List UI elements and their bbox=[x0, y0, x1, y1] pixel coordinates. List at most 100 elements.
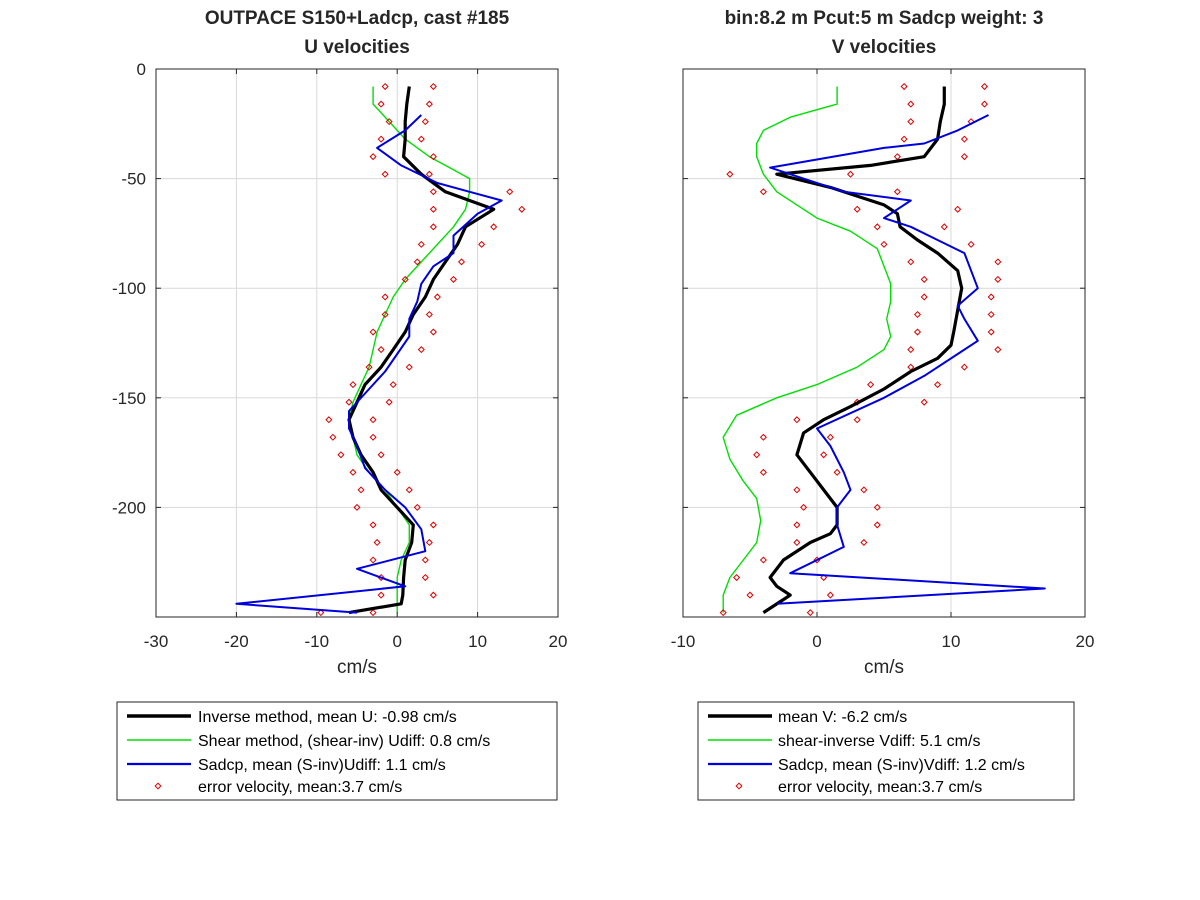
v-legend: mean V: -6.2 cm/s shear-inverse Vdiff: 5… bbox=[697, 701, 1075, 801]
v-error-velocity-marker bbox=[746, 591, 754, 599]
u-error-velocity-marker bbox=[478, 240, 486, 248]
v-legend-error-label: error velocity, mean:3.7 cm/s bbox=[778, 779, 982, 796]
v-error-velocity-marker bbox=[960, 153, 968, 161]
v-series-clip bbox=[719, 83, 1046, 617]
v-error-velocity-marker bbox=[873, 223, 881, 231]
v-sadcp-line bbox=[769, 114, 1046, 605]
u-velocity-panel: OUTPACE S150+Ladcp, cast #185 U velociti… bbox=[112, 8, 567, 678]
v-error-velocity-marker bbox=[907, 100, 915, 108]
v-error-velocity-marker bbox=[907, 118, 915, 126]
u-series-clip bbox=[235, 83, 526, 617]
v-axes-box bbox=[682, 68, 1086, 618]
v-error-velocity-marker bbox=[940, 223, 948, 231]
u-x-tick-label: 10 bbox=[468, 632, 487, 651]
u-error-velocity-marker bbox=[429, 205, 437, 213]
u-error-velocity-marker bbox=[425, 170, 433, 178]
v-x-tick-label: -10 bbox=[671, 632, 696, 651]
v-legend-shear-label: shear-inverse Vdiff: 5.1 cm/s bbox=[778, 733, 980, 750]
u-y-tick-label: -200 bbox=[112, 498, 146, 517]
u-error-velocity-marker bbox=[369, 153, 377, 161]
v-error-velocity-marker bbox=[920, 398, 928, 406]
u-error-velocity-marker bbox=[429, 591, 437, 599]
v-error-velocity-marker bbox=[759, 188, 767, 196]
u-y-tick-label: -150 bbox=[112, 389, 146, 408]
v-error-velocity-marker bbox=[880, 240, 888, 248]
u-error-velocity-marker bbox=[449, 275, 458, 283]
v-error-velocity-marker bbox=[759, 468, 767, 476]
u-y-tick-label: 0 bbox=[137, 60, 146, 79]
u-error-velocity-marker bbox=[457, 258, 466, 266]
v-series-layer bbox=[719, 83, 1046, 617]
v-x-tick-label: 20 bbox=[1076, 632, 1095, 651]
v-error-velocity-marker bbox=[846, 170, 855, 178]
u-error-velocity-marker bbox=[421, 556, 429, 564]
u-error-velocity-marker bbox=[329, 433, 337, 441]
v-error-velocity-marker bbox=[893, 153, 901, 161]
v-error-velocity-marker bbox=[853, 205, 861, 213]
v-error-velocity-marker bbox=[860, 486, 868, 494]
u-error-velocity-marker bbox=[385, 118, 393, 126]
v-error-velocity-marker bbox=[759, 556, 767, 564]
v-x-axis-label: cm/s bbox=[864, 657, 904, 678]
u-error-velocity-marker bbox=[506, 188, 514, 196]
u-error-velocity-marker bbox=[389, 381, 397, 389]
v-error-velocity-marker bbox=[980, 83, 989, 91]
u-legend-box bbox=[116, 701, 558, 801]
u-error-velocity-marker bbox=[518, 205, 526, 213]
u-error-velocity-marker bbox=[413, 503, 421, 511]
u-error-velocity-marker bbox=[349, 468, 357, 476]
u-error-velocity-marker bbox=[373, 538, 381, 547]
v-inverse-line bbox=[762, 86, 964, 614]
v-x-tick-label: 10 bbox=[942, 632, 961, 651]
v-error-velocity-marker bbox=[907, 346, 915, 354]
v-error-velocity-marker bbox=[793, 416, 801, 424]
u-x-tick-label: -30 bbox=[144, 632, 169, 651]
v-error-velocity-marker bbox=[893, 188, 901, 196]
v-error-velocity-marker bbox=[753, 451, 761, 459]
u-series-layer bbox=[235, 83, 526, 617]
v-error-velocity-marker bbox=[826, 591, 834, 599]
v-error-velocity-marker bbox=[900, 135, 908, 143]
v-error-velocity-marker bbox=[806, 609, 814, 617]
v-legend-box bbox=[697, 701, 1075, 801]
u-error-velocity-marker bbox=[369, 521, 377, 529]
u-error-velocity-marker bbox=[377, 346, 385, 354]
u-axes-box bbox=[155, 68, 559, 618]
u-error-velocity-marker bbox=[429, 328, 437, 336]
u-error-velocity-marker bbox=[421, 118, 429, 126]
v-error-velocity-marker bbox=[826, 433, 834, 441]
u-error-velocity-marker bbox=[429, 83, 437, 91]
u-error-velocity-marker bbox=[413, 258, 421, 266]
v-error-velocity-marker bbox=[873, 521, 881, 529]
v-velocity-panel: bin:8.2 m Pcut:5 m Sadcp weight: 3 V vel… bbox=[671, 8, 1095, 678]
u-error-velocity-marker bbox=[381, 310, 389, 319]
u-legend-shear-label: Shear method, (shear-inv) Udiff: 0.8 cm/… bbox=[198, 733, 490, 750]
u-error-velocity-marker bbox=[377, 100, 385, 108]
u-error-velocity-marker bbox=[369, 609, 377, 617]
u-legend-inverse-label: Inverse method, mean U: -0.98 cm/s bbox=[198, 709, 457, 726]
u-error-velocity-marker bbox=[369, 433, 377, 441]
v-error-velocity-marker bbox=[934, 381, 942, 389]
u-error-velocity-marker bbox=[417, 240, 425, 248]
u-error-velocity-marker bbox=[417, 346, 425, 354]
u-x-tick-label: 20 bbox=[549, 632, 568, 651]
u-error-velocity-marker bbox=[405, 363, 413, 371]
u-grid bbox=[156, 69, 558, 617]
v-error-velocity-marker bbox=[987, 310, 995, 319]
v-error-velocity-marker bbox=[759, 433, 767, 441]
u-error-velocity-marker bbox=[490, 223, 498, 231]
u-error-velocity-marker bbox=[421, 574, 429, 582]
v-panel-title: bin:8.2 m Pcut:5 m Sadcp weight: 3 bbox=[725, 8, 1044, 29]
u-error-velocity-marker bbox=[381, 293, 389, 301]
u-error-velocity-marker bbox=[429, 223, 437, 231]
u-error-velocity-marker bbox=[365, 363, 373, 371]
v-error-velocity-marker bbox=[913, 310, 922, 319]
u-error-velocity-marker bbox=[317, 609, 325, 617]
v-x-tick-label: 0 bbox=[812, 632, 821, 651]
u-error-velocity-marker bbox=[393, 468, 401, 476]
u-sadcp-line bbox=[235, 114, 503, 614]
v-error-velocity-marker bbox=[994, 346, 1002, 354]
v-error-velocity-marker bbox=[793, 486, 801, 494]
u-x-tick-label: 0 bbox=[392, 632, 401, 651]
